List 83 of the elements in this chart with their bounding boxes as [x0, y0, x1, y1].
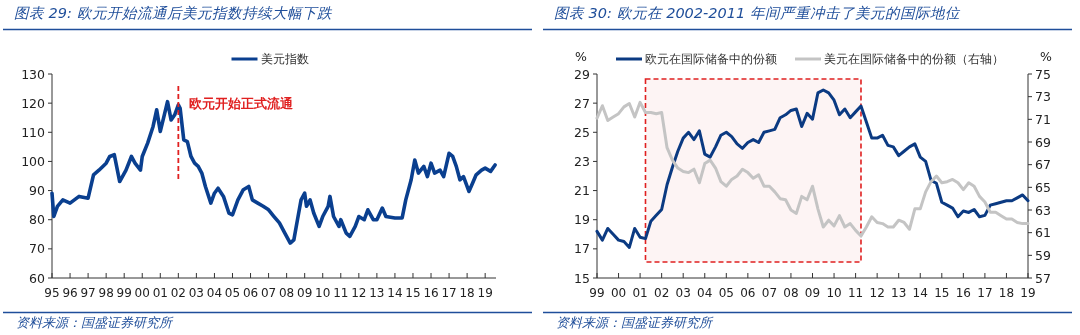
- x-tick-label: 06: [242, 286, 259, 300]
- x-tick-label: 09: [804, 286, 821, 300]
- x-tick-label: 00: [134, 286, 150, 300]
- y-tick-label: 90: [29, 183, 46, 199]
- text: 资料来源：国盛证券研究所: [556, 315, 714, 330]
- y-tick-label: 27: [574, 95, 590, 111]
- y-tick-label: 80: [29, 212, 46, 228]
- x-tick-label: 19: [477, 286, 493, 300]
- x-tick-label: 07: [761, 286, 778, 300]
- x-tick-label: 98: [98, 286, 114, 300]
- x-tick-label: 99: [589, 286, 605, 300]
- y-tick-label: 29: [574, 66, 591, 82]
- y2-tick-label: 63: [1035, 202, 1051, 218]
- y2-tick-label: 73: [1035, 89, 1051, 105]
- y-tick-label: 70: [29, 241, 46, 257]
- y-tick-label: 100: [21, 153, 46, 169]
- text: 资料来源：国盛证券研究所: [16, 315, 174, 330]
- x-tick-label: 09: [297, 286, 313, 300]
- x-tick-label: 05: [718, 286, 734, 300]
- x-tick-label: 17: [977, 286, 993, 300]
- x-tick-label: 06: [740, 286, 756, 300]
- y-tick-label: 19: [574, 212, 591, 228]
- x-tick-label: 01: [152, 286, 168, 300]
- x-tick-label: 14: [912, 286, 928, 300]
- y-tick-label: 15: [574, 270, 590, 286]
- x-tick-label: 12: [351, 286, 367, 300]
- x-tick-label: 99: [116, 286, 132, 300]
- y2-tick-label: 67: [1035, 157, 1051, 173]
- x-tick-label: 11: [847, 286, 864, 300]
- x-tick-label: 18: [998, 286, 1015, 300]
- x-tick-label: 05: [224, 286, 241, 300]
- y2-tick-label: 65: [1035, 179, 1051, 195]
- y2-tick-label: 59: [1035, 247, 1051, 263]
- y-tick-label: 110: [21, 124, 46, 140]
- x-tick-label: 13: [369, 286, 385, 300]
- y-tick-label: 17: [574, 241, 590, 257]
- y-tick-label: 21: [574, 183, 590, 199]
- x-tick-label: 04: [697, 286, 713, 300]
- x-tick-label: 00: [610, 286, 627, 300]
- y2-tick-label: 75: [1035, 66, 1051, 82]
- x-tick-label: 08: [783, 286, 799, 300]
- x-tick-label: 16: [423, 286, 439, 300]
- y-tick-label: 25: [574, 124, 590, 140]
- x-tick-label: 04: [206, 286, 223, 300]
- x-tick-label: 19: [1020, 286, 1036, 300]
- legend-label: 美元指数: [260, 52, 309, 66]
- y-tick-label: 23: [574, 153, 590, 169]
- x-tick-label: 03: [675, 286, 691, 300]
- x-tick-label: 07: [260, 286, 277, 300]
- x-tick-label: 02: [170, 286, 186, 300]
- x-tick-label: 15: [405, 286, 421, 300]
- x-tick-label: 10: [315, 286, 331, 300]
- x-tick-label: 95: [44, 286, 60, 300]
- x-tick-label: 15: [934, 286, 950, 300]
- y-tick-label: 130: [21, 66, 46, 82]
- x-tick-label: 97: [80, 286, 96, 300]
- x-tick-label: 17: [441, 286, 457, 300]
- x-tick-label: 10: [826, 286, 842, 300]
- legend-label: 美元在国际储备中的份额（右轴）: [824, 52, 1004, 66]
- x-tick-label: 18: [459, 286, 475, 300]
- legend: 美元指数: [231, 52, 309, 66]
- y2-axis-title: %: [1040, 49, 1053, 64]
- y-tick-label: 60: [29, 270, 46, 286]
- x-tick-label: 13: [891, 286, 907, 300]
- x-tick-label: 08: [278, 286, 295, 300]
- x-tick-label: 01: [632, 286, 648, 300]
- y2-tick-label: 69: [1035, 134, 1051, 150]
- chart-title: 图表 29: 欧元开始流通后美元指数持续大幅下跌: [14, 5, 333, 21]
- ref-line-label: 欧元开始正式流通: [189, 96, 295, 111]
- y2-tick-label: 61: [1035, 225, 1051, 241]
- y-axis-title: %: [575, 49, 588, 64]
- x-tick-label: 02: [654, 286, 670, 300]
- x-tick-label: 03: [188, 286, 205, 300]
- x-tick-label: 12: [869, 286, 885, 300]
- y2-tick-label: 71: [1035, 111, 1051, 127]
- chart-title: 图表 30: 欧元在 2002-2011 年间严重冲击了美元的国际地位: [554, 5, 961, 21]
- x-tick-label: 16: [955, 286, 971, 300]
- x-tick-label: 96: [62, 286, 78, 300]
- y2-tick-label: 57: [1035, 270, 1051, 286]
- x-tick-label: 14: [387, 286, 403, 300]
- y-tick-label: 120: [21, 95, 46, 111]
- legend-label: 欧元在国际储备中的份额: [645, 52, 777, 66]
- x-tick-label: 11: [333, 286, 349, 300]
